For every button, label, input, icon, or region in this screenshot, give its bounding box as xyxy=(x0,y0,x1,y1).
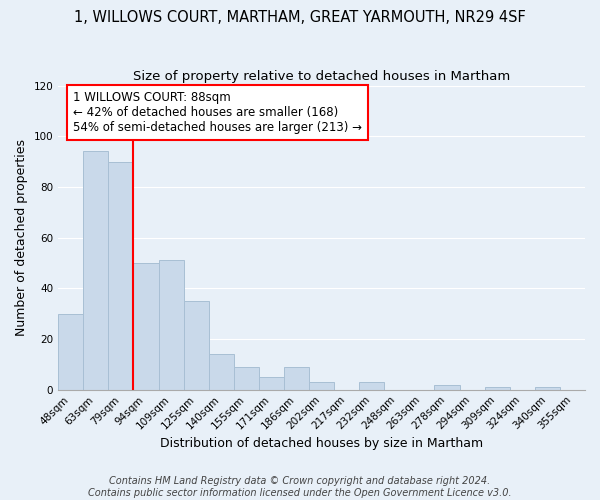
Bar xyxy=(309,382,334,390)
Bar xyxy=(109,162,133,390)
Bar xyxy=(209,354,234,390)
Text: Contains HM Land Registry data © Crown copyright and database right 2024.
Contai: Contains HM Land Registry data © Crown c… xyxy=(88,476,512,498)
Bar xyxy=(234,367,259,390)
Text: 1 WILLOWS COURT: 88sqm
← 42% of detached houses are smaller (168)
54% of semi-de: 1 WILLOWS COURT: 88sqm ← 42% of detached… xyxy=(73,90,362,134)
Y-axis label: Number of detached properties: Number of detached properties xyxy=(15,139,28,336)
Text: 1, WILLOWS COURT, MARTHAM, GREAT YARMOUTH, NR29 4SF: 1, WILLOWS COURT, MARTHAM, GREAT YARMOUT… xyxy=(74,10,526,25)
Bar xyxy=(434,384,460,390)
Bar xyxy=(184,301,209,390)
Bar xyxy=(485,387,510,390)
Bar xyxy=(284,367,309,390)
X-axis label: Distribution of detached houses by size in Martham: Distribution of detached houses by size … xyxy=(160,437,483,450)
Bar xyxy=(133,263,158,390)
Bar xyxy=(535,387,560,390)
Bar xyxy=(158,260,184,390)
Bar xyxy=(259,377,284,390)
Bar xyxy=(58,314,83,390)
Bar xyxy=(83,152,109,390)
Title: Size of property relative to detached houses in Martham: Size of property relative to detached ho… xyxy=(133,70,510,83)
Bar xyxy=(359,382,385,390)
